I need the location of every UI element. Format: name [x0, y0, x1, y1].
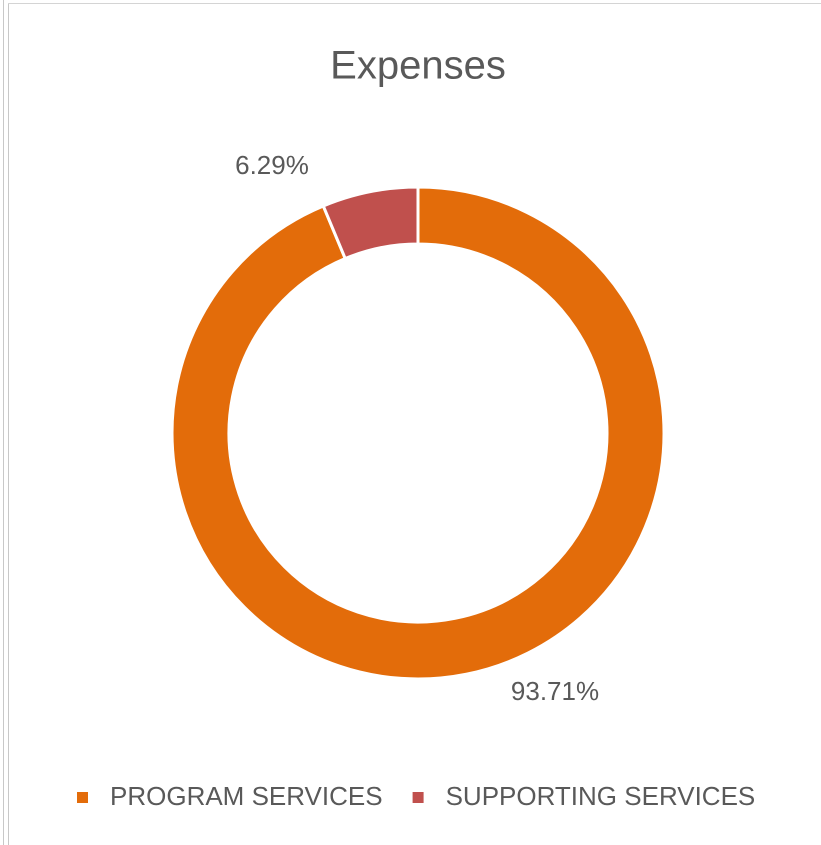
legend-label: PROGRAM SERVICES — [110, 781, 383, 811]
data-label: 6.29% — [235, 150, 309, 180]
data-label: 93.71% — [511, 676, 599, 706]
donut-segment — [321, 185, 420, 261]
legend-swatch — [77, 792, 88, 803]
legend-label: SUPPORTING SERVICES — [446, 781, 756, 811]
donut-segment — [170, 185, 666, 681]
chart-title: Expenses — [330, 44, 506, 88]
legend-swatch — [412, 792, 424, 803]
